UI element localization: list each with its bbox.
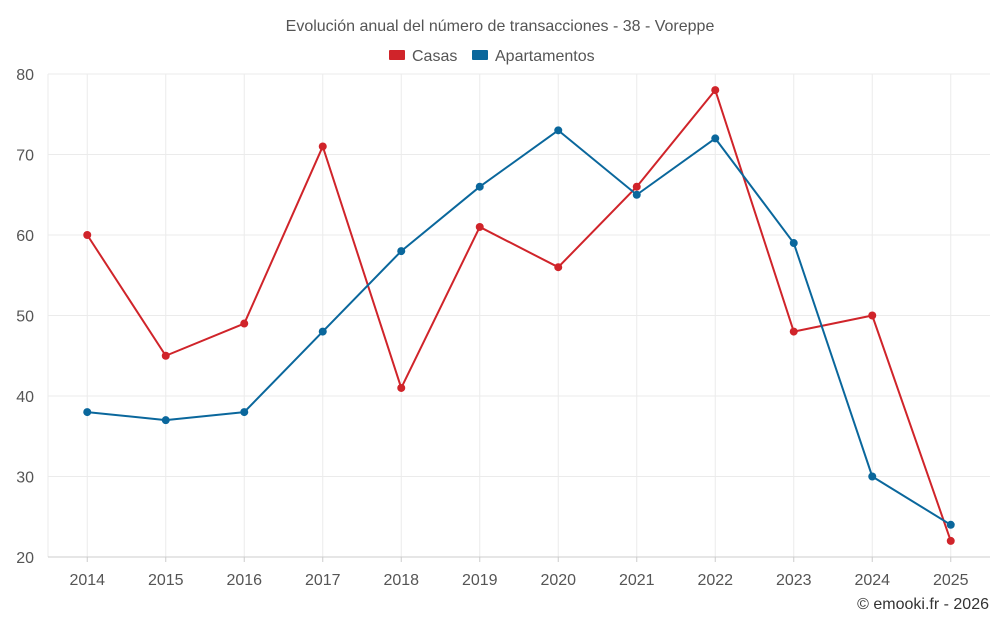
- data-point-casas-2015[interactable]: [161, 351, 170, 360]
- data-point-apartamentos-2019[interactable]: [475, 182, 484, 191]
- legend-item-apartamentos[interactable]: Apartamentos: [472, 48, 595, 65]
- data-point-casas-2023[interactable]: [789, 327, 798, 336]
- data-point-apartamentos-2023[interactable]: [789, 239, 798, 248]
- data-point-apartamentos-2014[interactable]: [83, 408, 92, 417]
- data-point-casas-2018[interactable]: [397, 383, 406, 392]
- series-line-casas: [86, 89, 952, 542]
- series-apartamentos: [83, 126, 955, 529]
- x-tick-label: 2025: [933, 572, 969, 589]
- x-tick-label: 2020: [540, 572, 576, 589]
- data-point-apartamentos-2025[interactable]: [946, 520, 955, 529]
- data-point-casas-2019[interactable]: [475, 222, 484, 231]
- y-tick-label: 60: [16, 228, 34, 245]
- y-tick-label: 40: [16, 389, 34, 406]
- y-tick-label: 50: [16, 309, 34, 326]
- chart-title: Evolución anual del número de transaccio…: [286, 18, 715, 35]
- data-point-apartamentos-2024[interactable]: [868, 472, 877, 481]
- x-tick-label: 2016: [226, 572, 262, 589]
- legend: Casas Apartamentos: [389, 48, 595, 65]
- data-point-casas-2020[interactable]: [554, 263, 563, 272]
- legend-item-casas[interactable]: Casas: [389, 48, 457, 65]
- x-tick-label: 2022: [697, 572, 733, 589]
- data-point-apartamentos-2022[interactable]: [711, 134, 720, 143]
- data-point-casas-2022[interactable]: [711, 86, 720, 95]
- series-line-apartamentos: [87, 129, 952, 526]
- data-point-apartamentos-2018[interactable]: [397, 247, 406, 256]
- data-point-casas-2021[interactable]: [632, 182, 641, 191]
- y-tick-label: 70: [16, 148, 34, 165]
- data-point-casas-2017[interactable]: [318, 142, 327, 151]
- x-tick-label: 2019: [462, 572, 498, 589]
- data-point-casas-2016[interactable]: [240, 319, 249, 328]
- y-tick-label: 80: [16, 67, 34, 84]
- y-tick-label: 30: [16, 470, 34, 487]
- series: [83, 86, 955, 545]
- x-tick-label: 2023: [776, 572, 812, 589]
- x-tick-label: 2014: [69, 572, 105, 589]
- axes: 20 30 40 50 60 70 80 2014 2015 2016 2017 2018 2019 20…: [16, 67, 990, 589]
- grid: [48, 73, 990, 557]
- data-point-apartamentos-2021[interactable]: [632, 190, 641, 199]
- data-point-apartamentos-2016[interactable]: [240, 408, 249, 417]
- legend-swatch-apartamentos: [472, 50, 488, 60]
- x-tick-label: 2018: [383, 572, 419, 589]
- x-tick-label: 2017: [305, 572, 341, 589]
- credit-text: © emooki.fr - 2026: [857, 596, 989, 613]
- legend-swatch-casas: [389, 50, 405, 60]
- data-point-apartamentos-2017[interactable]: [318, 327, 327, 336]
- data-point-apartamentos-2020[interactable]: [554, 126, 563, 135]
- series-casas: [83, 86, 955, 545]
- legend-label-apartamentos: Apartamentos: [495, 48, 595, 65]
- legend-label-casas: Casas: [412, 48, 457, 65]
- x-tick-label: 2015: [148, 572, 184, 589]
- x-tick-label: 2024: [854, 572, 890, 589]
- data-point-apartamentos-2015[interactable]: [161, 416, 170, 425]
- y-tick-label: 20: [16, 550, 34, 567]
- data-point-casas-2024[interactable]: [868, 311, 877, 320]
- x-tick-label: 2021: [619, 572, 655, 589]
- data-point-casas-2025[interactable]: [946, 536, 955, 545]
- data-point-casas-2014[interactable]: [83, 231, 92, 239]
